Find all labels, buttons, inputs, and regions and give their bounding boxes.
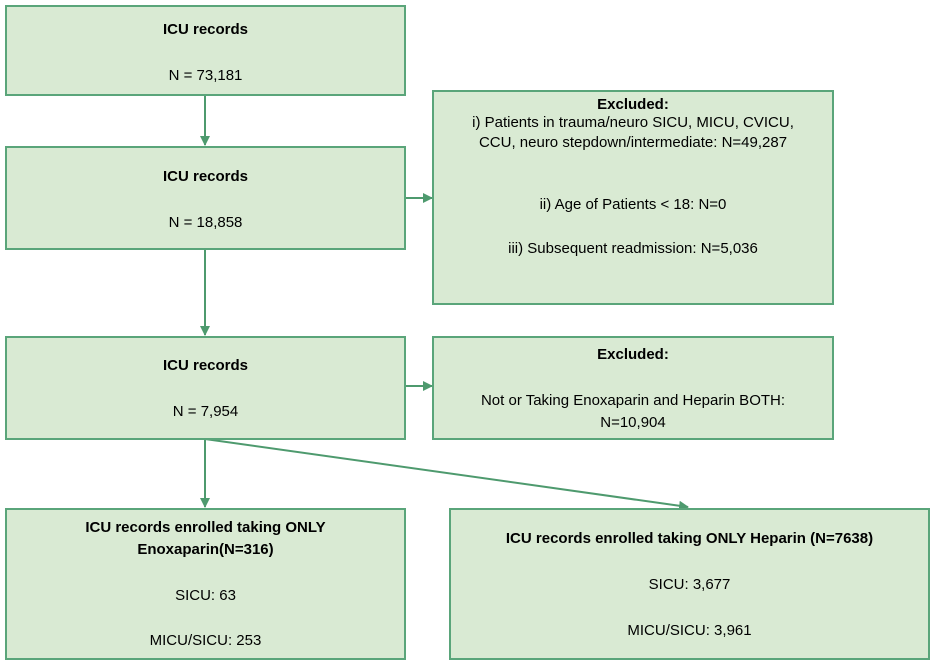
box3-count: N = 7,954 — [172, 403, 239, 420]
enox-micu: MICU/SICU: 253 — [149, 632, 262, 649]
icu-records-box-1: ICU records N = 73,181 — [5, 5, 406, 96]
icu-records-box-2: ICU records N = 18,858 — [5, 146, 406, 250]
enoxaparin-box: ICU records enrolled taking ONLY Enoxapa… — [5, 508, 406, 660]
excluded1-line2: CCU, neuro stepdown/intermediate: N=49,2… — [478, 134, 788, 151]
excluded-box-1: Excluded: i) Patients in trauma/neuro SI… — [432, 90, 834, 305]
excluded1-line1: i) Patients in trauma/neuro SICU, MICU, … — [472, 114, 794, 131]
excluded1-line3: ii) Age of Patients < 18: N=0 — [539, 196, 727, 213]
box2-title: ICU records — [162, 168, 249, 185]
box2-count: N = 18,858 — [168, 214, 243, 231]
excluded2-line2: N=10,904 — [600, 414, 666, 431]
excluded-box-2: Excluded: Not or Taking Enoxaparin and H… — [432, 336, 834, 440]
enox-title-line1: ICU records enrolled taking ONLY — [85, 519, 326, 536]
excluded1-line4: iii) Subsequent readmission: N=5,036 — [508, 240, 758, 257]
hep-sicu: SICU: 3,677 — [648, 576, 731, 593]
hep-title: ICU records enrolled taking ONLY Heparin… — [505, 530, 874, 547]
icu-records-box-3: ICU records N = 7,954 — [5, 336, 406, 440]
enox-sicu: SICU: 63 — [175, 587, 236, 604]
box1-count: N = 73,181 — [168, 67, 243, 84]
excluded1-title: Excluded: — [597, 96, 669, 113]
excluded2-title: Excluded: — [597, 346, 669, 363]
hep-micu: MICU/SICU: 3,961 — [627, 622, 752, 639]
arrow-box3-to-hep — [204, 438, 689, 511]
enox-title-line2: Enoxaparin(N=316) — [137, 541, 274, 558]
heparin-box: ICU records enrolled taking ONLY Heparin… — [449, 508, 930, 660]
box3-title: ICU records — [162, 357, 249, 374]
excluded2-line1: Not or Taking Enoxaparin and Heparin BOT… — [480, 392, 786, 409]
box1-title: ICU records — [162, 21, 249, 38]
